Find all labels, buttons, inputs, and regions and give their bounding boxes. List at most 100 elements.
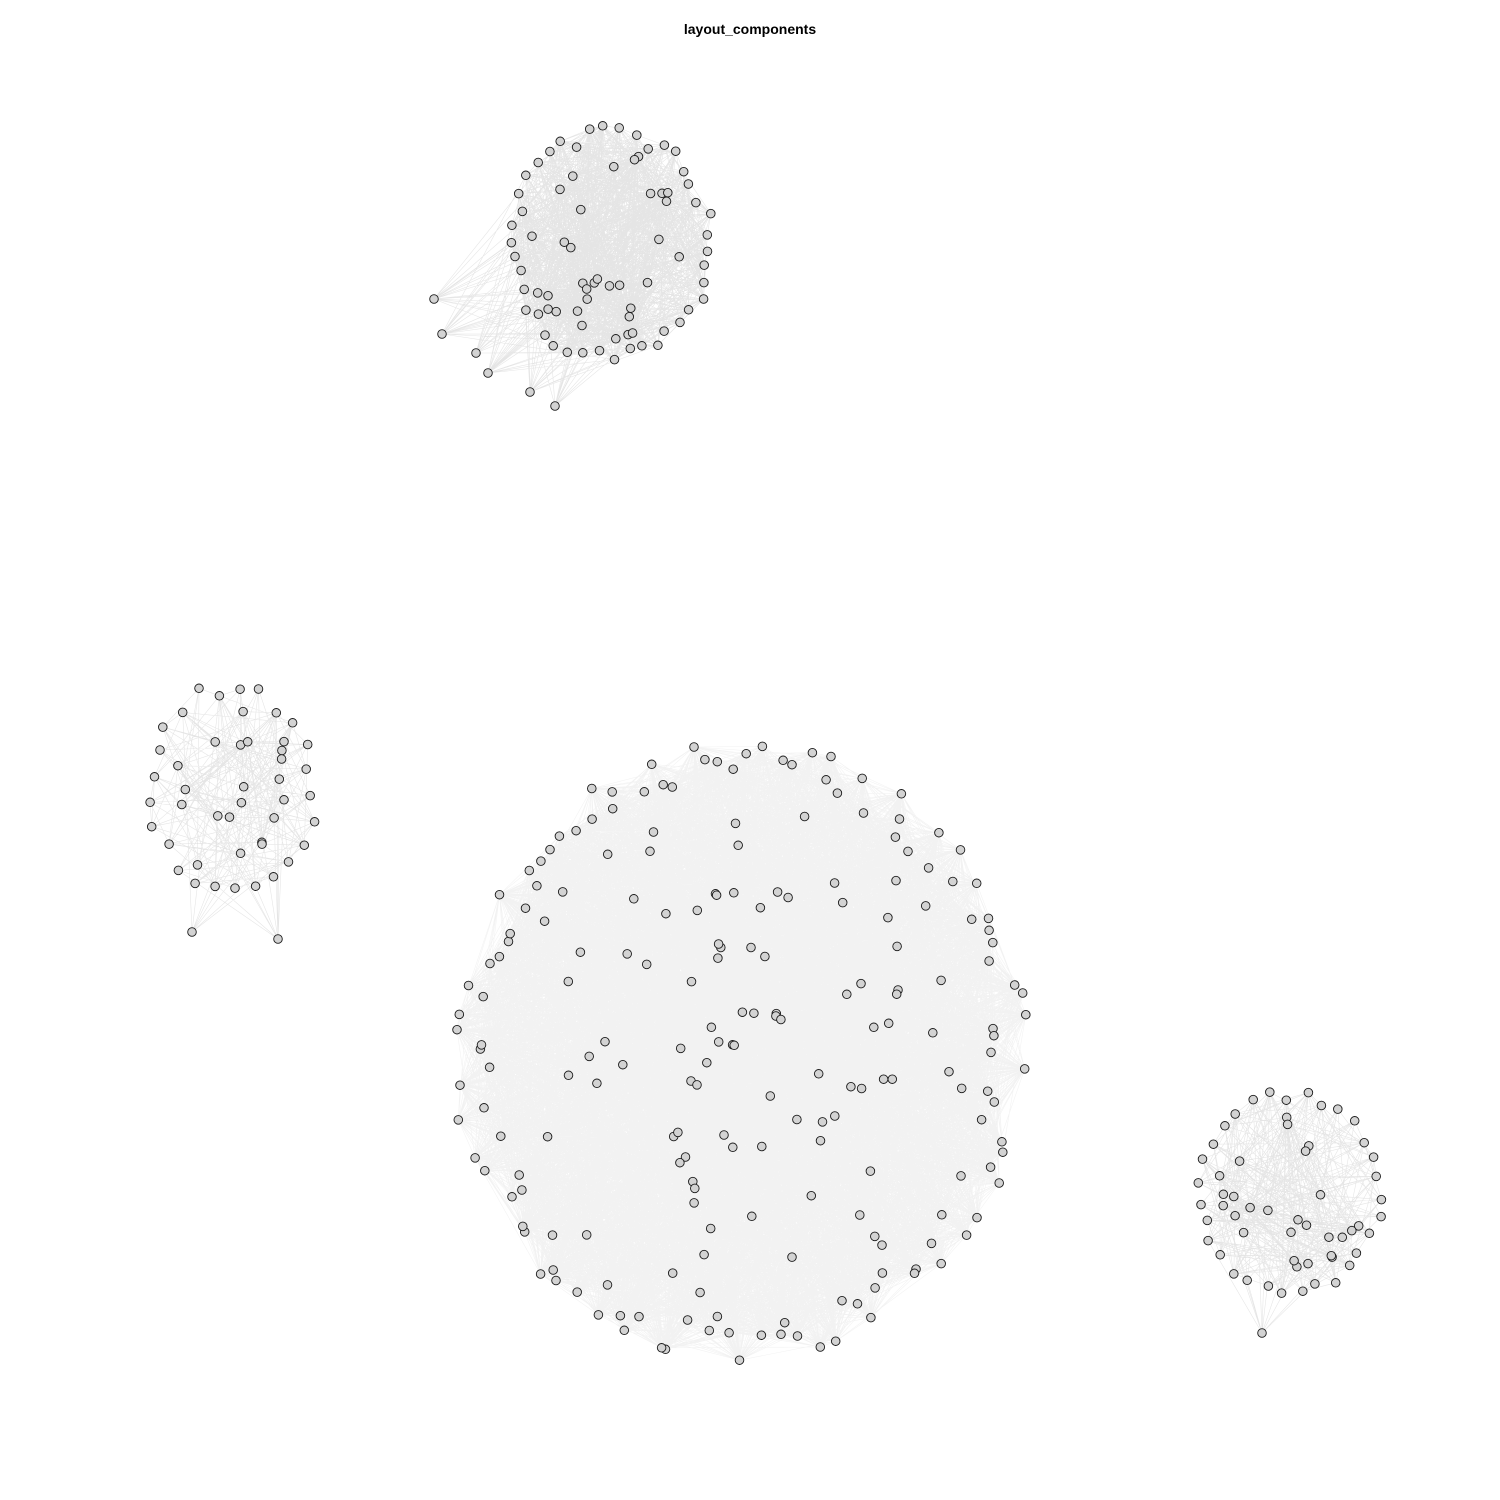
- graph-node: [619, 1325, 630, 1336]
- graph-node: [689, 742, 699, 752]
- graph-node: [269, 813, 279, 823]
- graph-node: [555, 184, 565, 195]
- graph-node: [690, 1183, 700, 1194]
- graph-node: [832, 788, 843, 798]
- graph-node: [1257, 1328, 1267, 1338]
- graph-node: [877, 1240, 887, 1250]
- graph-node: [1344, 1260, 1355, 1271]
- graph-node: [1208, 1139, 1219, 1149]
- graph-node: [1197, 1154, 1208, 1164]
- graph-node: [1230, 1210, 1240, 1221]
- graph-node: [866, 1312, 876, 1323]
- graph-node: [870, 1231, 880, 1242]
- graph-node: [485, 958, 495, 969]
- graph-node: [706, 208, 716, 219]
- graph-node: [869, 1022, 879, 1033]
- graph-node: [985, 1162, 996, 1172]
- graph-node: [145, 797, 155, 808]
- graph-node: [994, 1178, 1004, 1188]
- graph-node: [729, 1040, 739, 1051]
- graph-node: [279, 736, 289, 747]
- graph-node: [611, 334, 621, 344]
- graph-node: [779, 1317, 790, 1328]
- graph-node: [575, 947, 586, 957]
- graph-node: [641, 959, 652, 970]
- graph-node: [452, 1024, 462, 1035]
- graph-node: [484, 1062, 495, 1073]
- graph-node: [983, 913, 994, 924]
- graph-node: [1303, 1087, 1314, 1098]
- graph-node: [778, 755, 788, 766]
- graph-node: [712, 756, 723, 767]
- graph-node: [627, 328, 638, 338]
- graph-node: [287, 718, 298, 728]
- graph-node: [984, 956, 994, 966]
- graph-node: [283, 857, 294, 867]
- graph-node: [855, 1210, 865, 1220]
- graph-node: [772, 887, 783, 897]
- graph-node: [507, 1192, 517, 1202]
- graph-node: [593, 1310, 604, 1320]
- graph-node: [194, 683, 204, 694]
- graph-node: [719, 1130, 729, 1140]
- graph-node: [702, 1057, 712, 1068]
- graph-node: [1298, 1286, 1308, 1296]
- graph-node: [235, 848, 246, 859]
- graph-node: [629, 154, 640, 165]
- graph-node: [609, 161, 619, 172]
- graph-node: [712, 1311, 723, 1322]
- graph-node: [146, 821, 157, 832]
- graph-node: [480, 1165, 490, 1176]
- graph-node: [494, 951, 505, 962]
- graph-node: [976, 1114, 987, 1125]
- graph-node: [706, 1022, 717, 1033]
- graph-node: [1301, 1220, 1312, 1230]
- graph-node: [934, 827, 944, 838]
- graph-node: [856, 1083, 867, 1094]
- graph-node: [926, 1238, 937, 1249]
- graph-node: [559, 237, 570, 247]
- graph-node: [713, 939, 724, 949]
- graph-node: [242, 737, 253, 747]
- graph-node: [563, 1070, 574, 1081]
- graph-node: [1364, 1228, 1375, 1239]
- graph-node: [1376, 1194, 1387, 1205]
- graph-node: [1234, 1156, 1245, 1166]
- graph-node: [551, 1275, 561, 1286]
- graph-node: [984, 925, 994, 936]
- graph-node: [656, 1343, 667, 1353]
- graph-node: [1289, 1255, 1299, 1266]
- graph-node: [210, 881, 220, 892]
- graph-node: [253, 684, 264, 694]
- graph-node: [600, 1036, 610, 1047]
- graph-node: [829, 878, 840, 888]
- graph-node: [514, 1170, 524, 1180]
- graph-node: [578, 348, 588, 358]
- graph-node: [505, 928, 515, 939]
- graph-node: [878, 1074, 889, 1084]
- graph-node: [555, 136, 565, 147]
- graph-node: [429, 294, 439, 304]
- graph-node: [776, 1329, 786, 1340]
- graph-node: [971, 878, 982, 889]
- graph-node: [982, 1086, 993, 1096]
- graph-node: [909, 1268, 920, 1279]
- graph-node: [1220, 1121, 1230, 1131]
- graph-node: [675, 1157, 685, 1168]
- graph-node: [937, 1210, 947, 1220]
- graph-node: [507, 220, 517, 231]
- graph-node: [453, 1115, 464, 1125]
- graph-node: [592, 1078, 602, 1089]
- graph-node: [704, 1325, 715, 1336]
- graph-node: [634, 1311, 644, 1322]
- graph-node: [192, 860, 203, 870]
- graph-node: [483, 368, 493, 378]
- graph-node: [673, 1127, 683, 1138]
- right-cluster: [1193, 1087, 1387, 1338]
- graph-node: [1371, 1171, 1381, 1182]
- graph-node: [813, 1069, 824, 1079]
- graph-node: [587, 814, 597, 824]
- graph-node: [830, 1111, 840, 1121]
- graph-node: [554, 831, 565, 841]
- graph-node: [830, 1336, 841, 1346]
